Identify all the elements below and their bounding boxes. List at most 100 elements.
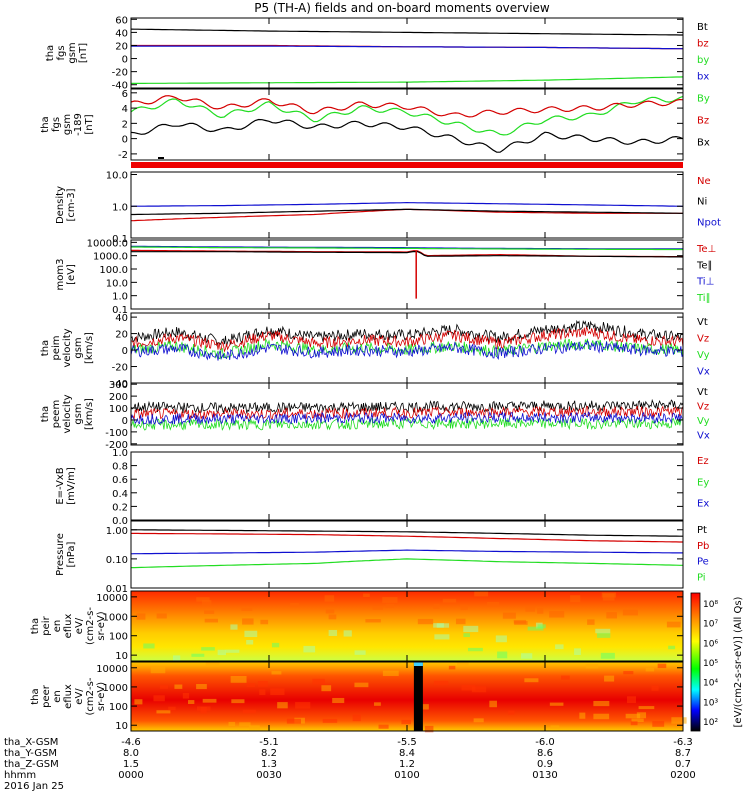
spectrogram-cell [474,591,489,597]
legend-label: Ne [697,176,711,187]
data-gap-cap [413,662,423,666]
spectrogram-cell [205,662,220,667]
legend-label: Vy [697,350,710,361]
legend-label: by [697,55,709,66]
y-tick-label: -2 [118,150,128,161]
legend-label: Vx [697,431,710,442]
spectrogram-cell [241,607,253,611]
x-axis-row-label: hhmm [4,770,36,781]
y-axis-label-line: -189 [73,113,84,136]
legend-label: Pb [697,541,709,552]
y-axis-label-line: eV/ [74,617,85,634]
spectrogram-cell [460,604,468,611]
spectrogram-cell [489,700,497,708]
x-axis-row-label: tha_Z-GSM [4,759,59,770]
y-tick-label: 0 [122,135,128,146]
y-tick-label: 0.8 [112,462,128,473]
spectrogram-cell [549,702,564,706]
panel-frame [130,88,684,161]
spectrogram-cell [433,623,444,628]
spectrogram-cell [420,704,429,710]
spectrogram-cell [442,598,457,603]
series-line-peem_velocity-2 [130,417,684,431]
series-line-fgs_gsm_zoom-2 [130,118,684,153]
spectrogram-cell [645,667,655,672]
legend-label: Pe [697,557,709,568]
spectrogram-cell [290,603,299,608]
spectrogram-cell [424,725,434,733]
y-axis-label-line: peer [41,684,52,708]
x-axis-value: 1.5 [123,759,139,770]
spectrogram-cell [201,600,212,606]
x-axis-value: 0030 [256,770,281,781]
spectrogram-cell [502,612,516,619]
y-tick-label: -20 [112,363,128,374]
y-axis-label-line: fgs [56,45,67,60]
y-tick-label: -40 [112,379,128,390]
legend-label: Bt [697,22,708,33]
y-tick-label: 10000 [96,593,128,604]
spectrogram-cell [230,624,238,630]
spectrogram-cell [593,713,610,720]
spectrogram-cell [549,611,565,618]
panel-frame [130,312,684,384]
y-tick-label: 1000 [103,612,128,623]
y-tick-label: 10000.0 [87,238,128,249]
spectrogram-cell [626,696,636,704]
y-tick-label: 6 [122,89,128,100]
series-line-peim_velocity-1 [130,326,684,353]
spectrogram-cell [295,702,311,709]
y-tick-label: 0.2 [112,502,128,513]
colorbar-tick-label: 10⁷ [703,620,718,630]
spectrogram-cell [385,603,394,608]
spectrogram-cell [204,618,218,623]
x-axis-value: 0100 [394,770,419,781]
y-axis-label-line: en [52,620,63,633]
colorbar: 10⁸ 10⁷ 10⁶ 10⁵ 10⁴ 10³ 10² [eV/(cm2-s-sr-eV)] … [690,592,744,732]
spectrogram-cell [574,648,581,656]
spectrogram-cell [188,700,195,704]
panel-frame [130,451,684,521]
spectrogram-cell [570,595,581,603]
y-axis-label-line: peir [41,615,52,635]
spectrogram-cell [150,666,166,674]
spectrogram-cells [136,591,681,663]
x-axis-value: 0000 [118,770,143,781]
legend-label: Bx [697,138,710,149]
x-axis-value: 0200 [670,770,695,781]
y-axis-label-line: tha [30,688,41,704]
spectrogram-cell [587,619,595,625]
x-axis-value: 0130 [532,770,557,781]
spectrogram-cell [230,676,247,683]
spectrogram-cell [382,670,399,677]
x-axis-value: 1.3 [261,759,277,770]
y-axis-label-line: eflux [63,684,74,709]
spectrogram-cell [521,653,533,659]
panel-peer_eflux: 10000 1000 100 10 tha peer en eflux eV/(cm2-s-sr… [30,661,687,733]
spectrogram-cell [471,686,487,693]
series-line-fgs_gsm-0 [130,28,683,36]
legend-label: Ey [697,477,709,488]
series-line-temperature-3 [131,246,683,251]
spectrogram-cell [312,678,325,685]
spectrogram-cell [625,713,641,719]
series-line-pressure-2 [130,549,683,555]
series-line-pressure-3 [131,558,683,569]
series-line-peem_velocity-1 [130,405,684,421]
spectrogram-cell [225,649,240,653]
x-axis-value: -6.0 [535,737,555,748]
y-tick-label: 0.4 [112,489,128,500]
spectrogram-cell [378,724,389,729]
spectrogram-cell [231,699,245,704]
y-axis-label-line: Density [55,186,66,224]
y-axis-label-line: gsm [73,337,84,358]
x-axis-value: 0.9 [537,759,553,770]
spectrogram-cell [600,652,615,659]
figure-title: P5 (TH-A) fields and on-board moments ov… [254,1,550,15]
spectrogram-cell [168,706,176,711]
y-axis-label-line: velocity [62,394,73,433]
legend-label: Vt [697,387,708,398]
spectrogram-cell [328,629,338,636]
spectrogram-cell [249,725,260,730]
